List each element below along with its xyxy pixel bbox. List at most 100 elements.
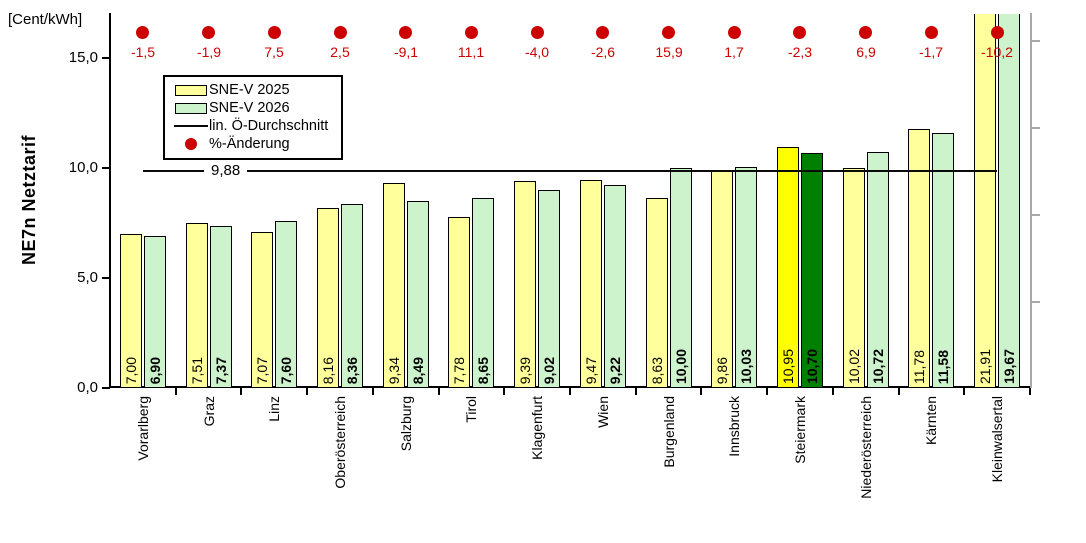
secondary-y-tick bbox=[1032, 127, 1040, 129]
category-label-text: Burgenland bbox=[661, 396, 677, 468]
bar-value-label: 8,16 bbox=[320, 356, 336, 384]
y-tick-label: 0,0 bbox=[77, 379, 98, 396]
bar-sne-v-2026-kleinwalsertal: 19,67 bbox=[998, 14, 1020, 388]
category-label-graz: Graz bbox=[177, 396, 241, 543]
bar-sne-v-2026-wien: 9,22 bbox=[604, 185, 626, 388]
x-tick bbox=[963, 388, 966, 395]
category-label-text: Kärnten bbox=[923, 396, 939, 446]
pct-change-label: 7,5 bbox=[264, 44, 284, 60]
bar-sne-v-2026-graz: 7,37 bbox=[210, 226, 232, 388]
pct-change-dot-niederosterreich bbox=[859, 26, 872, 39]
pct-change-dot-klagenfurt bbox=[531, 26, 544, 39]
bar-value-label: 8,36 bbox=[344, 356, 360, 384]
bar-value-label: 7,51 bbox=[189, 356, 205, 384]
average-line-value-label: 9,88 bbox=[204, 162, 248, 180]
pct-change-dot-steiermark bbox=[793, 26, 806, 39]
bar-value-label: 9,47 bbox=[583, 356, 599, 384]
legend-swatch-sne-v-2026-icon bbox=[173, 102, 209, 114]
legend-item-label: SNE-V 2025 bbox=[209, 82, 290, 98]
bar-sne-v-2025-niederosterreich: 10,02 bbox=[843, 168, 865, 388]
bar-sne-v-2026-burgenland: 10,00 bbox=[670, 168, 692, 388]
bar-value-label: 6,90 bbox=[147, 356, 163, 384]
pct-change-dot-burgenland bbox=[662, 26, 675, 39]
bar-value-label: 21,91 bbox=[977, 348, 993, 384]
category-label-salzburg: Salzburg bbox=[374, 396, 438, 543]
bar-value-label: 9,86 bbox=[714, 356, 730, 384]
legend: SNE-V 2025 SNE-V 2026 lin. Ö-Durchschnitt%… bbox=[163, 75, 343, 160]
y-tick bbox=[102, 167, 110, 169]
pct-change-dot-karnten bbox=[925, 26, 938, 39]
pct-change-dot-graz bbox=[202, 26, 215, 39]
y-axis-title: NE7n Netztarif bbox=[16, 13, 42, 388]
bar-value-label: 10,70 bbox=[804, 348, 820, 384]
legend-item-label: SNE-V 2026 bbox=[209, 100, 290, 116]
x-tick bbox=[700, 388, 703, 395]
bar-sne-v-2025-karnten: 11,78 bbox=[908, 129, 930, 388]
pct-change-dot-kleinwalsertal bbox=[991, 26, 1004, 39]
pct-change-label: -10,2 bbox=[981, 44, 1013, 60]
category-label-text: Linz bbox=[266, 396, 282, 422]
pct-change-dot-tirol bbox=[465, 26, 478, 39]
bar-sne-v-2025-kleinwalsertal: 21,91 bbox=[974, 14, 996, 388]
category-label-text: Innsbruck bbox=[726, 396, 742, 457]
legend-item: lin. Ö-Durchschnitt bbox=[173, 117, 341, 135]
bar-value-label: 9,02 bbox=[541, 356, 557, 384]
bar-value-label: 7,37 bbox=[213, 356, 229, 384]
category-label-steiermark: Steiermark bbox=[768, 396, 832, 543]
category-label-tirol: Tirol bbox=[439, 396, 503, 543]
bar-sne-v-2026-vorarlberg: 6,90 bbox=[144, 236, 166, 388]
pct-change-dot-linz bbox=[268, 26, 281, 39]
bar-sne-v-2026-karnten: 11,58 bbox=[932, 133, 954, 388]
average-line bbox=[143, 170, 997, 172]
bar-value-label: 10,95 bbox=[780, 348, 796, 384]
secondary-y-tick bbox=[1032, 301, 1040, 303]
bar-value-label: 11,58 bbox=[935, 349, 951, 384]
bar-sne-v-2025-salzburg: 9,34 bbox=[383, 183, 405, 388]
category-label-text: Oberösterreich bbox=[332, 396, 348, 489]
x-tick bbox=[437, 388, 440, 395]
bar-value-label: 7,78 bbox=[451, 356, 467, 384]
y-tick-label: 10,0 bbox=[68, 159, 98, 176]
pct-change-label: 6,9 bbox=[856, 44, 876, 60]
y-tick-label: 5,0 bbox=[77, 269, 98, 286]
bar-value-label: 7,00 bbox=[123, 356, 139, 384]
bar-value-label: 9,39 bbox=[517, 356, 533, 384]
bar-value-label: 9,34 bbox=[386, 356, 402, 384]
secondary-y-axis-line bbox=[1030, 13, 1032, 388]
bar-value-label: 7,60 bbox=[278, 356, 294, 384]
category-label-karnten: Kärnten bbox=[899, 396, 963, 543]
category-label-burgenland: Burgenland bbox=[637, 396, 701, 543]
bar-sne-v-2026-innsbruck: 10,03 bbox=[735, 167, 757, 388]
bar-value-label: 10,00 bbox=[673, 348, 689, 384]
legend-pct-change-dot-icon bbox=[173, 138, 209, 150]
y-tick-label: 15,0 bbox=[68, 49, 98, 66]
x-axis-line bbox=[109, 386, 1032, 388]
bar-value-label: 10,02 bbox=[846, 348, 862, 384]
pct-change-label: -1,5 bbox=[130, 44, 156, 60]
y-axis-title-text: NE7n Netztarif bbox=[18, 135, 39, 266]
bar-sne-v-2025-vorarlberg: 7,00 bbox=[120, 234, 142, 388]
secondary-y-tick bbox=[1032, 214, 1040, 216]
pct-change-label: -1,7 bbox=[918, 44, 944, 60]
legend-average-line-icon bbox=[173, 125, 209, 127]
category-label-niederosterreich: Niederösterreich bbox=[834, 396, 898, 543]
x-tick bbox=[634, 388, 637, 395]
x-tick bbox=[503, 388, 506, 395]
legend-item-label: %-Änderung bbox=[209, 136, 290, 152]
category-label-wien: Wien bbox=[571, 396, 635, 543]
bar-sne-v-2025-wien: 9,47 bbox=[580, 180, 602, 388]
bar-sne-v-2025-tirol: 7,78 bbox=[448, 217, 470, 388]
pct-change-label: -1,9 bbox=[196, 44, 222, 60]
pct-change-label: 2,5 bbox=[330, 44, 350, 60]
bar-sne-v-2025-oberosterreich: 8,16 bbox=[317, 208, 339, 388]
bar-sne-v-2025-klagenfurt: 9,39 bbox=[514, 181, 536, 388]
y-tick bbox=[102, 387, 110, 389]
bar-sne-v-2026-linz: 7,60 bbox=[275, 221, 297, 388]
bar-sne-v-2026-niederosterreich: 10,72 bbox=[867, 152, 889, 388]
category-label-innsbruck: Innsbruck bbox=[702, 396, 766, 543]
bar-sne-v-2025-linz: 7,07 bbox=[251, 232, 273, 388]
bar-value-label: 7,07 bbox=[254, 356, 270, 384]
x-tick bbox=[1029, 388, 1031, 395]
secondary-y-tick bbox=[1032, 40, 1040, 42]
bar-sne-v-2026-oberosterreich: 8,36 bbox=[341, 204, 363, 388]
